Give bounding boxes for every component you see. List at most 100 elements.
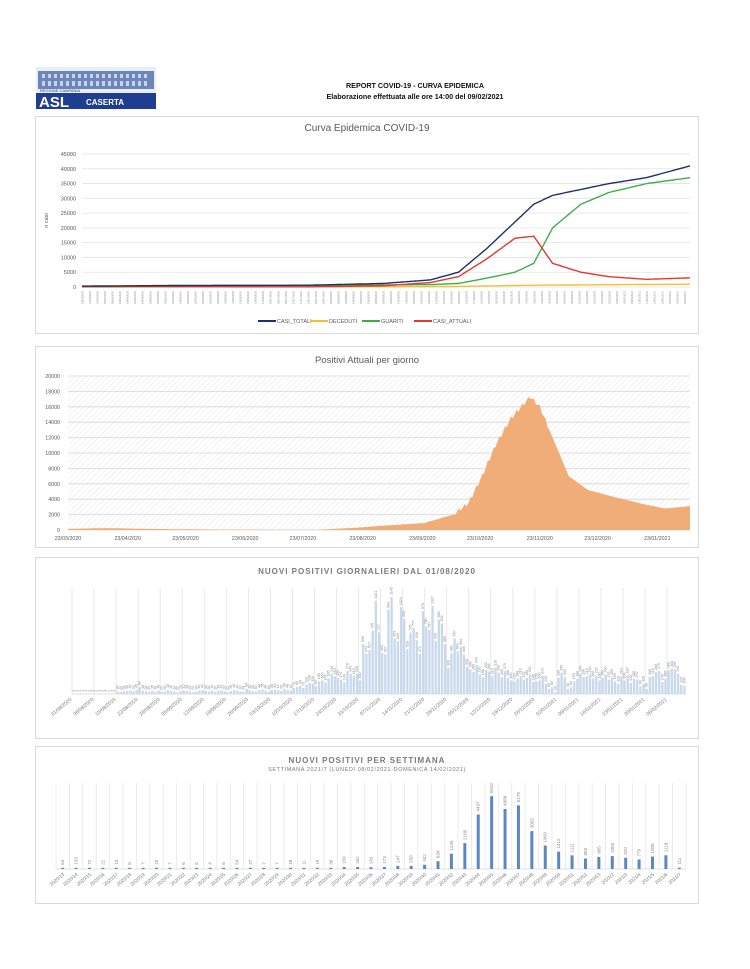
data-label: 1 — [81, 690, 85, 692]
daily-bar — [201, 690, 204, 694]
data-label: 471 — [418, 646, 422, 652]
x-tick-label: 10/05/2020 — [171, 290, 175, 304]
daily-bar — [525, 677, 529, 694]
x-tick-label: 23/09/2020 — [427, 290, 431, 304]
x-tick-label: 2020/53 — [585, 872, 602, 888]
daily-bar — [431, 606, 434, 694]
x-tick-label: 23/11/2020 — [527, 536, 553, 542]
daily-bar — [547, 688, 551, 694]
data-label: 25 — [213, 686, 217, 690]
y-tick-label: 20000 — [45, 374, 60, 380]
daily-bar — [510, 680, 513, 694]
daily-bar — [516, 678, 519, 694]
daily-bar — [560, 672, 563, 694]
x-tick-label: 02/01/2021 — [535, 697, 558, 718]
data-label: 32 — [131, 685, 135, 689]
x-tick-label: 14/11/2020 — [525, 290, 529, 303]
x-tick-label: 25/01/2021 — [660, 290, 664, 304]
daily-bar — [188, 691, 192, 694]
daily-bar — [676, 673, 680, 694]
daily-bar — [648, 677, 651, 694]
data-label: 200 — [582, 669, 586, 675]
daily-bar — [374, 600, 378, 694]
weekly-bar — [302, 867, 306, 869]
weekly-bar — [289, 867, 293, 869]
weekly-bar — [195, 867, 199, 869]
daily-bar — [292, 688, 296, 694]
weekly-bar — [369, 867, 373, 869]
data-label: 40 — [289, 685, 293, 689]
daily-bar — [343, 682, 346, 694]
x-tick-label: 23/03/2020 — [81, 290, 85, 304]
data-label: 170 — [339, 672, 343, 678]
x-tick-label: 30/05/2020 — [209, 290, 213, 304]
daily-bar — [264, 690, 267, 694]
data-label: 230 — [528, 666, 532, 672]
data-label: 467 — [383, 646, 387, 652]
x-tick-label: 03/09/2020 — [389, 290, 393, 304]
data-label: 5179 — [516, 792, 521, 803]
data-label: 250 — [409, 855, 414, 863]
daily-bar — [327, 678, 330, 694]
data-label: 1055 — [610, 842, 615, 853]
y-tick-label: 14000 — [45, 420, 60, 426]
x-tick-label: 14/05/2020 — [178, 290, 182, 304]
daily-bar — [368, 650, 371, 694]
weekly-bar — [650, 856, 654, 869]
daily-bar — [576, 678, 579, 694]
daily-bar — [651, 676, 655, 694]
data-label: 95 — [298, 680, 302, 684]
x-tick-label: 23/01/2021 — [601, 697, 624, 718]
daily-bar — [239, 691, 242, 694]
daily-bar — [582, 677, 585, 694]
data-label: 180 — [591, 671, 595, 677]
daily-bar — [384, 654, 387, 694]
data-label: 5932 — [489, 782, 494, 793]
x-tick-label: 06/02/2021 — [645, 697, 668, 718]
data-label: 220 — [626, 667, 630, 673]
weekly-bar — [208, 867, 212, 869]
data-label: 2 — [106, 690, 110, 692]
x-tick-label: 23/09/2020 — [409, 536, 436, 542]
data-label: 48 — [166, 684, 170, 688]
daily-bar — [318, 681, 321, 694]
daily-bar — [122, 691, 126, 694]
data-label: 342 — [422, 854, 427, 862]
daily-bar — [135, 690, 138, 694]
x-tick-label: 30/08/2020 — [382, 290, 386, 304]
daily-bar — [116, 691, 119, 694]
data-label: 200 — [563, 669, 567, 675]
x-tick-label: 15/09/2020 — [412, 290, 416, 304]
daily-bar — [469, 669, 472, 694]
daily-bar — [500, 677, 503, 694]
y-axis-label: n casi — [44, 213, 50, 227]
y-tick-label: 45000 — [61, 152, 76, 158]
data-label: 140 — [342, 674, 346, 680]
data-label: 40 — [198, 685, 202, 689]
data-label: 80 — [138, 681, 142, 685]
series-line-casi_attuali — [82, 235, 691, 288]
data-label: 60 — [645, 683, 649, 687]
daily-bar — [617, 683, 620, 694]
daily-bar — [620, 676, 623, 694]
weekly-bar — [382, 866, 386, 869]
data-label: 160 — [597, 672, 601, 678]
data-label: 235 — [355, 666, 359, 672]
data-label: 48 — [286, 684, 290, 688]
data-label: 38 — [264, 685, 268, 689]
x-tick-label: 23/10/2020 — [467, 536, 494, 542]
x-tick-label: 15/06/2020 — [239, 290, 243, 304]
data-label: 230 — [478, 666, 482, 672]
data-label: 796 — [424, 618, 428, 624]
x-tick-label: 05/10/2020 — [449, 290, 453, 304]
data-label: 120 — [311, 676, 315, 682]
data-label: 1024 — [399, 597, 403, 605]
daily-bar — [277, 690, 280, 694]
data-label: 198 — [481, 669, 485, 675]
data-label: 30 — [194, 685, 198, 689]
daily-bar — [551, 687, 554, 694]
daily-bar — [522, 679, 526, 694]
data-label: 282 — [484, 662, 488, 668]
data-label: 230 — [588, 666, 592, 672]
daily-bar — [396, 640, 400, 694]
